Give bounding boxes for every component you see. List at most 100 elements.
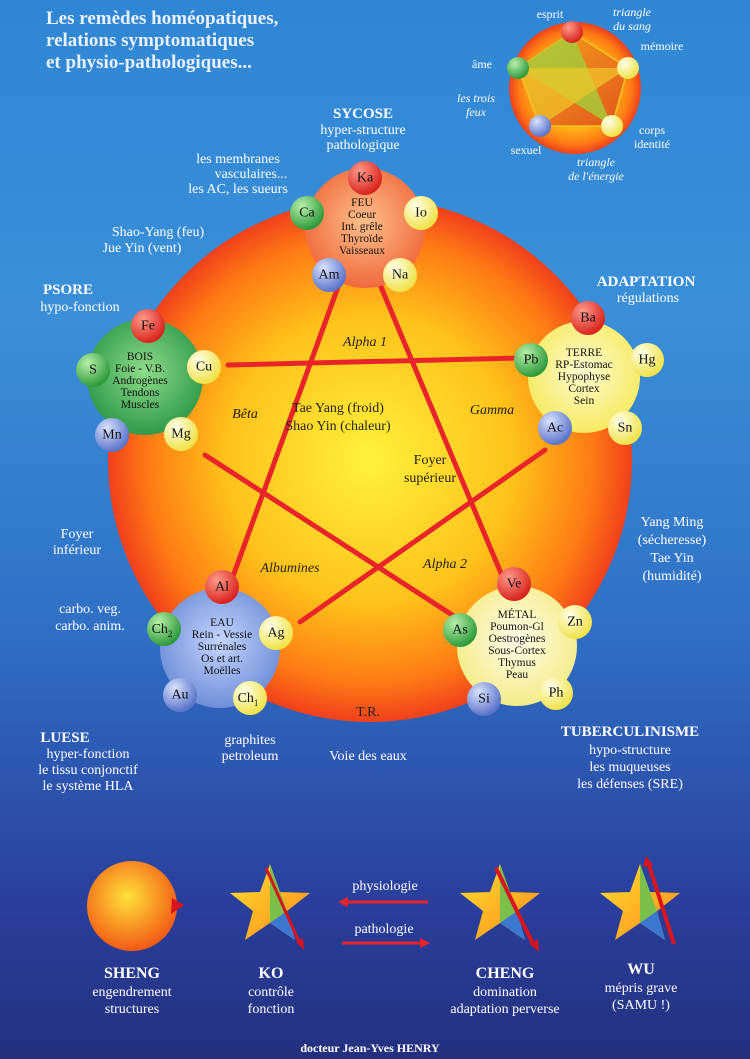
membranes-line-3: les AC, les sueurs	[188, 182, 288, 197]
luese-line-2: le tissu conjonctif	[38, 763, 138, 778]
feu-circle	[305, 168, 425, 288]
svg-text:Zn: Zn	[567, 615, 583, 630]
shao-yang-line-2: Jue Yin (vent)	[103, 241, 182, 256]
terre-line-2: RP-Estomac	[555, 359, 613, 371]
pathologie-arrowhead-icon	[420, 938, 430, 948]
cheng-star-icon	[460, 864, 540, 952]
yang-ming-line-4: (humidité)	[642, 569, 701, 584]
terre-line-5: Sein	[574, 395, 595, 407]
physiologie-label: physiologie	[352, 879, 417, 894]
svg-text:Fe: Fe	[141, 319, 155, 334]
sexuel-ball	[529, 115, 551, 137]
esprit-label: esprit	[537, 7, 564, 21]
tuberculinisme-line-3: les défenses (SRE)	[577, 777, 683, 792]
adaptation-line-1: régulations	[617, 291, 679, 306]
graphites-line-2: petroleum	[222, 749, 279, 764]
svg-text:Ve: Ve	[507, 577, 522, 592]
ball-zn: Zn	[558, 605, 592, 639]
triangle-energie-label-1: triangle	[577, 155, 616, 169]
metal-line-1: MÉTAL	[498, 607, 537, 621]
luese-line-3: le système HLA	[43, 779, 135, 794]
tr-label: T.R.	[356, 705, 380, 720]
trois-feux-label-2: feux	[466, 105, 487, 119]
foyer-superieur-2: supérieur	[404, 471, 456, 486]
ball-ka: Ka	[348, 161, 382, 195]
albumines-label: Albumines	[259, 561, 320, 576]
graphites-block: graphites petroleum	[222, 733, 279, 764]
membranes-line-1: les membranes	[196, 152, 280, 167]
bois-line-2: Foie - V.B.	[115, 363, 165, 375]
terre-line-4: Cortex	[568, 383, 600, 395]
metal-line-2: Poumon-Gl	[490, 621, 544, 633]
sycose-line-2: pathologique	[326, 138, 399, 153]
foyer-inferieur-line-1: Foyer	[61, 527, 94, 542]
title-line-3: et physio-pathologiques...	[46, 52, 252, 73]
eau-line-1: EAU	[210, 617, 234, 629]
tuberculinisme-block: TUBERCULINISME hypo-structure les muqueu…	[561, 724, 699, 792]
ball-au: Au	[163, 678, 197, 712]
esprit-ball	[561, 21, 583, 43]
three-fires-diagram: esprit triangle du sang mémoire âme les …	[457, 5, 683, 183]
feu-line-5: Vaisseaux	[339, 245, 385, 257]
voie-des-eaux-label: Voie des eaux	[329, 749, 407, 764]
ball-hg: Hg	[630, 343, 664, 377]
ball-mg: Mg	[164, 417, 198, 451]
svg-text:Mn: Mn	[102, 428, 121, 443]
sheng-arrow-icon	[171, 898, 184, 914]
luese-title: LUESE	[40, 730, 89, 746]
svg-text:Ac: Ac	[547, 421, 563, 436]
corps-label-1: corps	[639, 123, 665, 137]
luese-block: LUESE hyper-fonction le tissu conjonctif…	[38, 730, 138, 794]
svg-text:As: As	[452, 623, 468, 638]
terre-line-3: Hypophyse	[558, 371, 610, 383]
metal-line-3: Oestrogènes	[489, 633, 546, 645]
adaptation-title: ADAPTATION	[597, 274, 696, 290]
svg-text:Io: Io	[415, 206, 427, 221]
eau-line-2: Rein - Vessie	[192, 629, 252, 641]
svg-text:Ag: Ag	[267, 626, 284, 641]
triangle-sang-label-2: du sang	[613, 19, 651, 33]
carbo-line-2: carbo. anim.	[55, 619, 125, 634]
carbo-block: carbo. veg. carbo. anim.	[55, 602, 125, 634]
legend: physiologie pathologie SHENG engendremen…	[87, 856, 680, 1017]
node-eau: EAU Rein - Vessie Surrénales Os et art. …	[147, 570, 293, 715]
svg-text:Pb: Pb	[524, 353, 539, 368]
membranes-block: les membranes vasculaires... les AC, les…	[188, 152, 288, 197]
wu-line-1: mépris grave	[605, 981, 678, 996]
svg-text:Cu: Cu	[196, 360, 212, 375]
center-labels: Tae Yang (froid) Shao Yin (chaleur) Foye…	[232, 335, 514, 720]
foyer-inferieur-block: Foyer inférieur	[53, 527, 102, 558]
triangle-sang-label-1: triangle	[613, 5, 652, 19]
energy-triangle	[518, 68, 628, 126]
node-bois: BOIS Foie - V.B. Androgènes Tendons Musc…	[76, 309, 221, 452]
ko-star-icon	[230, 864, 310, 950]
luese-line-1: hyper-fonction	[47, 747, 130, 762]
foyer-inferieur-line-2: inférieur	[53, 543, 102, 558]
corps-label-2: identité	[634, 137, 670, 151]
ball-cu: Cu	[187, 350, 221, 384]
metal-line-6: Peau	[506, 669, 529, 681]
sycose-title: SYCOSE	[333, 106, 393, 122]
poster-title: Les remèdes homéopatiques, relations sym…	[46, 8, 279, 73]
svg-text:Ph: Ph	[549, 686, 564, 701]
ball-ba: Ba	[571, 301, 605, 335]
memoire-label: mémoire	[641, 39, 684, 53]
sheng-line-2: structures	[105, 1002, 159, 1017]
svg-text:Na: Na	[392, 268, 409, 283]
ball-al: Al	[205, 570, 239, 604]
wu-title: WU	[627, 961, 655, 978]
ball-s: S	[76, 353, 110, 387]
bois-circle	[87, 319, 203, 435]
svg-text:Ch1: Ch1	[238, 691, 259, 709]
svg-text:Hg: Hg	[638, 353, 655, 368]
cheng-line-2: adaptation perverse	[450, 1002, 559, 1017]
cheng-title: CHENG	[476, 965, 535, 982]
pathologie-label: pathologie	[354, 922, 413, 937]
gamma-label: Gamma	[470, 403, 514, 418]
ko-line-2: fonction	[248, 1002, 295, 1017]
svg-text:Am: Am	[319, 268, 340, 283]
graphites-line-1: graphites	[224, 733, 275, 748]
sheng-sun-icon	[87, 861, 177, 951]
ball-am: Am	[312, 258, 346, 292]
ball-pb: Pb	[514, 343, 548, 377]
